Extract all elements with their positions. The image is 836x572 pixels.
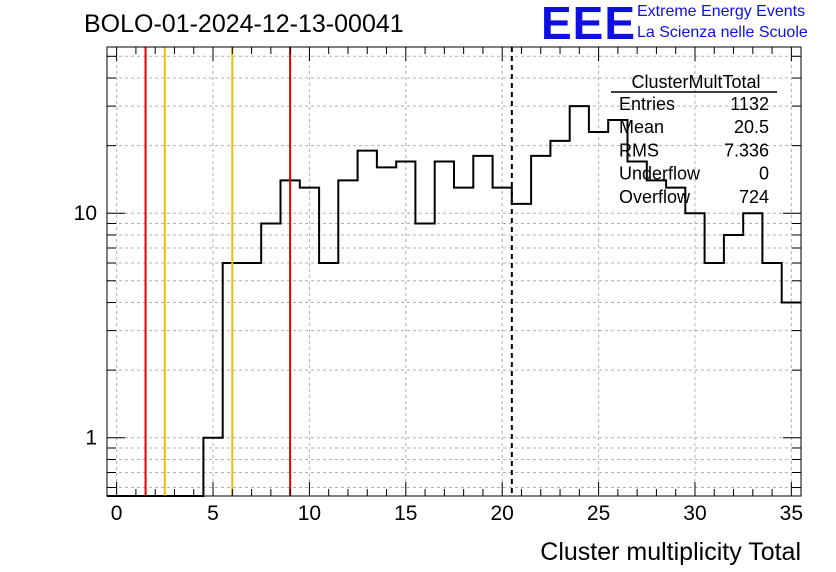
histogram-bin bbox=[377, 167, 396, 496]
histogram-bin bbox=[685, 213, 704, 496]
stats-row-value: 7.336 bbox=[724, 140, 769, 160]
stats-row-value: 724 bbox=[739, 187, 769, 207]
stats-row-value: 20.5 bbox=[734, 117, 769, 137]
histogram-bin bbox=[628, 161, 647, 496]
y-tick-label: 1 bbox=[85, 427, 97, 450]
histogram-bin bbox=[647, 180, 666, 496]
histogram-bin bbox=[531, 156, 550, 496]
histogram-bin bbox=[319, 263, 338, 496]
stats-row-value: 1132 bbox=[730, 94, 769, 114]
histogram-bin bbox=[454, 188, 473, 496]
x-tick-label: 10 bbox=[298, 502, 321, 525]
x-axis-title: Cluster multiplicity Total bbox=[540, 538, 801, 566]
x-tick-label: 30 bbox=[683, 502, 706, 525]
histogram-bin bbox=[589, 132, 608, 496]
stats-row-label: Mean bbox=[619, 117, 664, 137]
histogram-bin bbox=[782, 303, 801, 496]
eee-logo: EEE bbox=[541, 0, 637, 49]
histogram-bin bbox=[435, 161, 454, 496]
eee-logo-line2: La Scienza nelle Scuole bbox=[637, 24, 808, 41]
stats-row-label: Entries bbox=[619, 94, 675, 114]
plot-title: BOLO-01-2024-12-13-00041 bbox=[84, 10, 404, 38]
histogram-bin bbox=[261, 223, 280, 496]
histogram-bin bbox=[743, 213, 762, 496]
x-tick-label: 35 bbox=[780, 502, 803, 525]
histogram-bin bbox=[512, 204, 531, 496]
histogram-bin bbox=[338, 180, 357, 496]
x-tick-label: 0 bbox=[111, 502, 123, 525]
histogram-bin bbox=[724, 235, 743, 496]
plot-frame bbox=[106, 46, 802, 497]
histogram-bin bbox=[550, 141, 569, 496]
histogram-bin bbox=[358, 151, 377, 496]
histogram-bin bbox=[762, 263, 781, 496]
histogram-bin bbox=[570, 106, 589, 496]
stats-box-title: ClusterMultTotal bbox=[631, 72, 760, 92]
x-tick-label: 25 bbox=[587, 502, 610, 525]
histogram-bin bbox=[666, 188, 685, 496]
histogram-bin bbox=[415, 223, 434, 496]
histogram-bin bbox=[705, 263, 724, 496]
x-tick-label: 20 bbox=[491, 502, 514, 525]
stats-row-label: Overflow bbox=[619, 187, 691, 207]
x-tick-label: 5 bbox=[207, 502, 219, 525]
histogram-bin bbox=[300, 188, 319, 496]
stats-row-label: Underflow bbox=[619, 164, 701, 184]
x-tick-label: 15 bbox=[394, 502, 417, 525]
stats-row-label: RMS bbox=[619, 140, 659, 160]
histogram-bin bbox=[242, 263, 261, 496]
histogram-outline bbox=[107, 105, 801, 497]
eee-logo-line1: Extreme Energy Events bbox=[637, 3, 806, 20]
histogram-bin bbox=[493, 188, 512, 496]
y-tick-label: 10 bbox=[74, 202, 97, 225]
histogram-bin bbox=[473, 156, 492, 496]
stats-row-value: 0 bbox=[759, 164, 769, 184]
histogram-bin bbox=[396, 161, 415, 496]
